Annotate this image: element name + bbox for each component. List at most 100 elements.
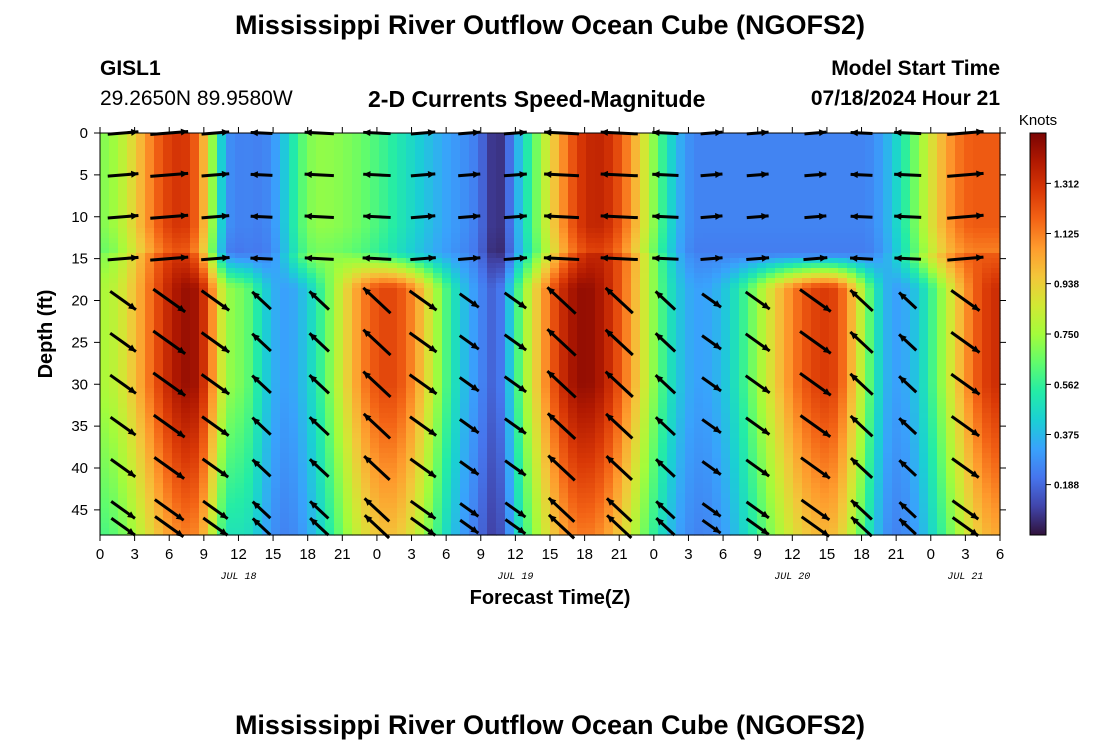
- heatmap-cell: [136, 448, 146, 454]
- heatmap-cell: [199, 423, 209, 429]
- heatmap-cell: [280, 318, 290, 324]
- heatmap-cell: [253, 423, 263, 429]
- heatmap-cell: [586, 303, 596, 309]
- heatmap-cell: [154, 453, 164, 459]
- heatmap-cell: [478, 283, 488, 289]
- heatmap-cell: [127, 333, 137, 339]
- heatmap-cell: [442, 183, 452, 189]
- heatmap-cell: [532, 153, 542, 159]
- heatmap-cell: [154, 213, 164, 219]
- heatmap-cell: [361, 403, 371, 409]
- heatmap-cell: [361, 183, 371, 189]
- heatmap-cell: [262, 313, 272, 319]
- heatmap-cell: [280, 528, 290, 534]
- heatmap-cell: [190, 523, 200, 529]
- heatmap-cell: [460, 203, 470, 209]
- heatmap-cell: [334, 308, 344, 314]
- heatmap-cell: [478, 498, 488, 504]
- heatmap-cell: [154, 473, 164, 479]
- heatmap-cell: [145, 168, 155, 174]
- heatmap-cell: [487, 443, 497, 449]
- heatmap-cell: [577, 488, 587, 494]
- heatmap-cell: [424, 278, 434, 284]
- heatmap-cell: [199, 473, 209, 479]
- heatmap-cell: [280, 133, 290, 139]
- heatmap-cell: [262, 163, 272, 169]
- heatmap-cell: [541, 343, 551, 349]
- heatmap-cell: [406, 273, 416, 279]
- heatmap-cell: [631, 373, 641, 379]
- heatmap-cell: [343, 418, 353, 424]
- heatmap-cell: [289, 468, 299, 474]
- heatmap-cell: [127, 188, 137, 194]
- heatmap-cell: [352, 428, 362, 434]
- heatmap-cell: [262, 283, 272, 289]
- heatmap-cell: [298, 443, 308, 449]
- heatmap-cell: [370, 143, 380, 149]
- heatmap-cell: [451, 343, 461, 349]
- heatmap-cell: [145, 133, 155, 139]
- heatmap-cell: [397, 443, 407, 449]
- heatmap-cell: [316, 463, 326, 469]
- heatmap-cell: [586, 158, 596, 164]
- heatmap-cell: [595, 273, 605, 279]
- heatmap-cell: [361, 253, 371, 259]
- heatmap-cell: [532, 133, 542, 139]
- heatmap-cell: [253, 313, 263, 319]
- heatmap-cell: [199, 273, 209, 279]
- heatmap-cell: [118, 278, 128, 284]
- heatmap-cell: [478, 373, 488, 379]
- heatmap-cell: [163, 363, 173, 369]
- heatmap-cell: [244, 503, 254, 509]
- heatmap-cell: [388, 188, 398, 194]
- heatmap-cell: [469, 293, 479, 299]
- heatmap-cell: [406, 473, 416, 479]
- heatmap-cell: [532, 398, 542, 404]
- heatmap-cell: [415, 353, 425, 359]
- heatmap-cell: [136, 163, 146, 169]
- heatmap-cell: [604, 343, 614, 349]
- heatmap-cell: [145, 328, 155, 334]
- heatmap-cell: [100, 258, 110, 264]
- heatmap-cell: [541, 173, 551, 179]
- heatmap-cell: [595, 388, 605, 394]
- heatmap-cell: [199, 428, 209, 434]
- heatmap-cell: [127, 438, 137, 444]
- heatmap-cell: [145, 148, 155, 154]
- heatmap-cell: [541, 488, 551, 494]
- heatmap-cell: [109, 268, 119, 274]
- heatmap-cell: [559, 513, 569, 519]
- heatmap-cell: [487, 273, 497, 279]
- heatmap-cell: [586, 133, 596, 139]
- heatmap-cell: [208, 163, 218, 169]
- heatmap-cell: [613, 183, 623, 189]
- heatmap-cell: [280, 513, 290, 519]
- heatmap-cell: [235, 313, 245, 319]
- heatmap-cell: [613, 198, 623, 204]
- heatmap-cell: [523, 443, 533, 449]
- heatmap-cell: [532, 318, 542, 324]
- heatmap-cell: [586, 223, 596, 229]
- heatmap-cell: [289, 433, 299, 439]
- heatmap-cell: [127, 448, 137, 454]
- heatmap-cell: [424, 488, 434, 494]
- heatmap-cell: [487, 323, 497, 329]
- heatmap-cell: [334, 523, 344, 529]
- heatmap-cell: [586, 308, 596, 314]
- heatmap-cell: [604, 138, 614, 144]
- heatmap-cell: [550, 343, 560, 349]
- heatmap-cell: [523, 373, 533, 379]
- heatmap-cell: [244, 388, 254, 394]
- heatmap-cell: [199, 388, 209, 394]
- heatmap-cell: [127, 143, 137, 149]
- heatmap-cell: [397, 163, 407, 169]
- heatmap-cell: [190, 213, 200, 219]
- heatmap-cell: [406, 133, 416, 139]
- heatmap-cell: [415, 433, 425, 439]
- heatmap-cell: [397, 208, 407, 214]
- heatmap-cell: [532, 278, 542, 284]
- heatmap-cell: [172, 143, 182, 149]
- heatmap-cell: [487, 298, 497, 304]
- heatmap-cell: [541, 413, 551, 419]
- heatmap-cell: [478, 273, 488, 279]
